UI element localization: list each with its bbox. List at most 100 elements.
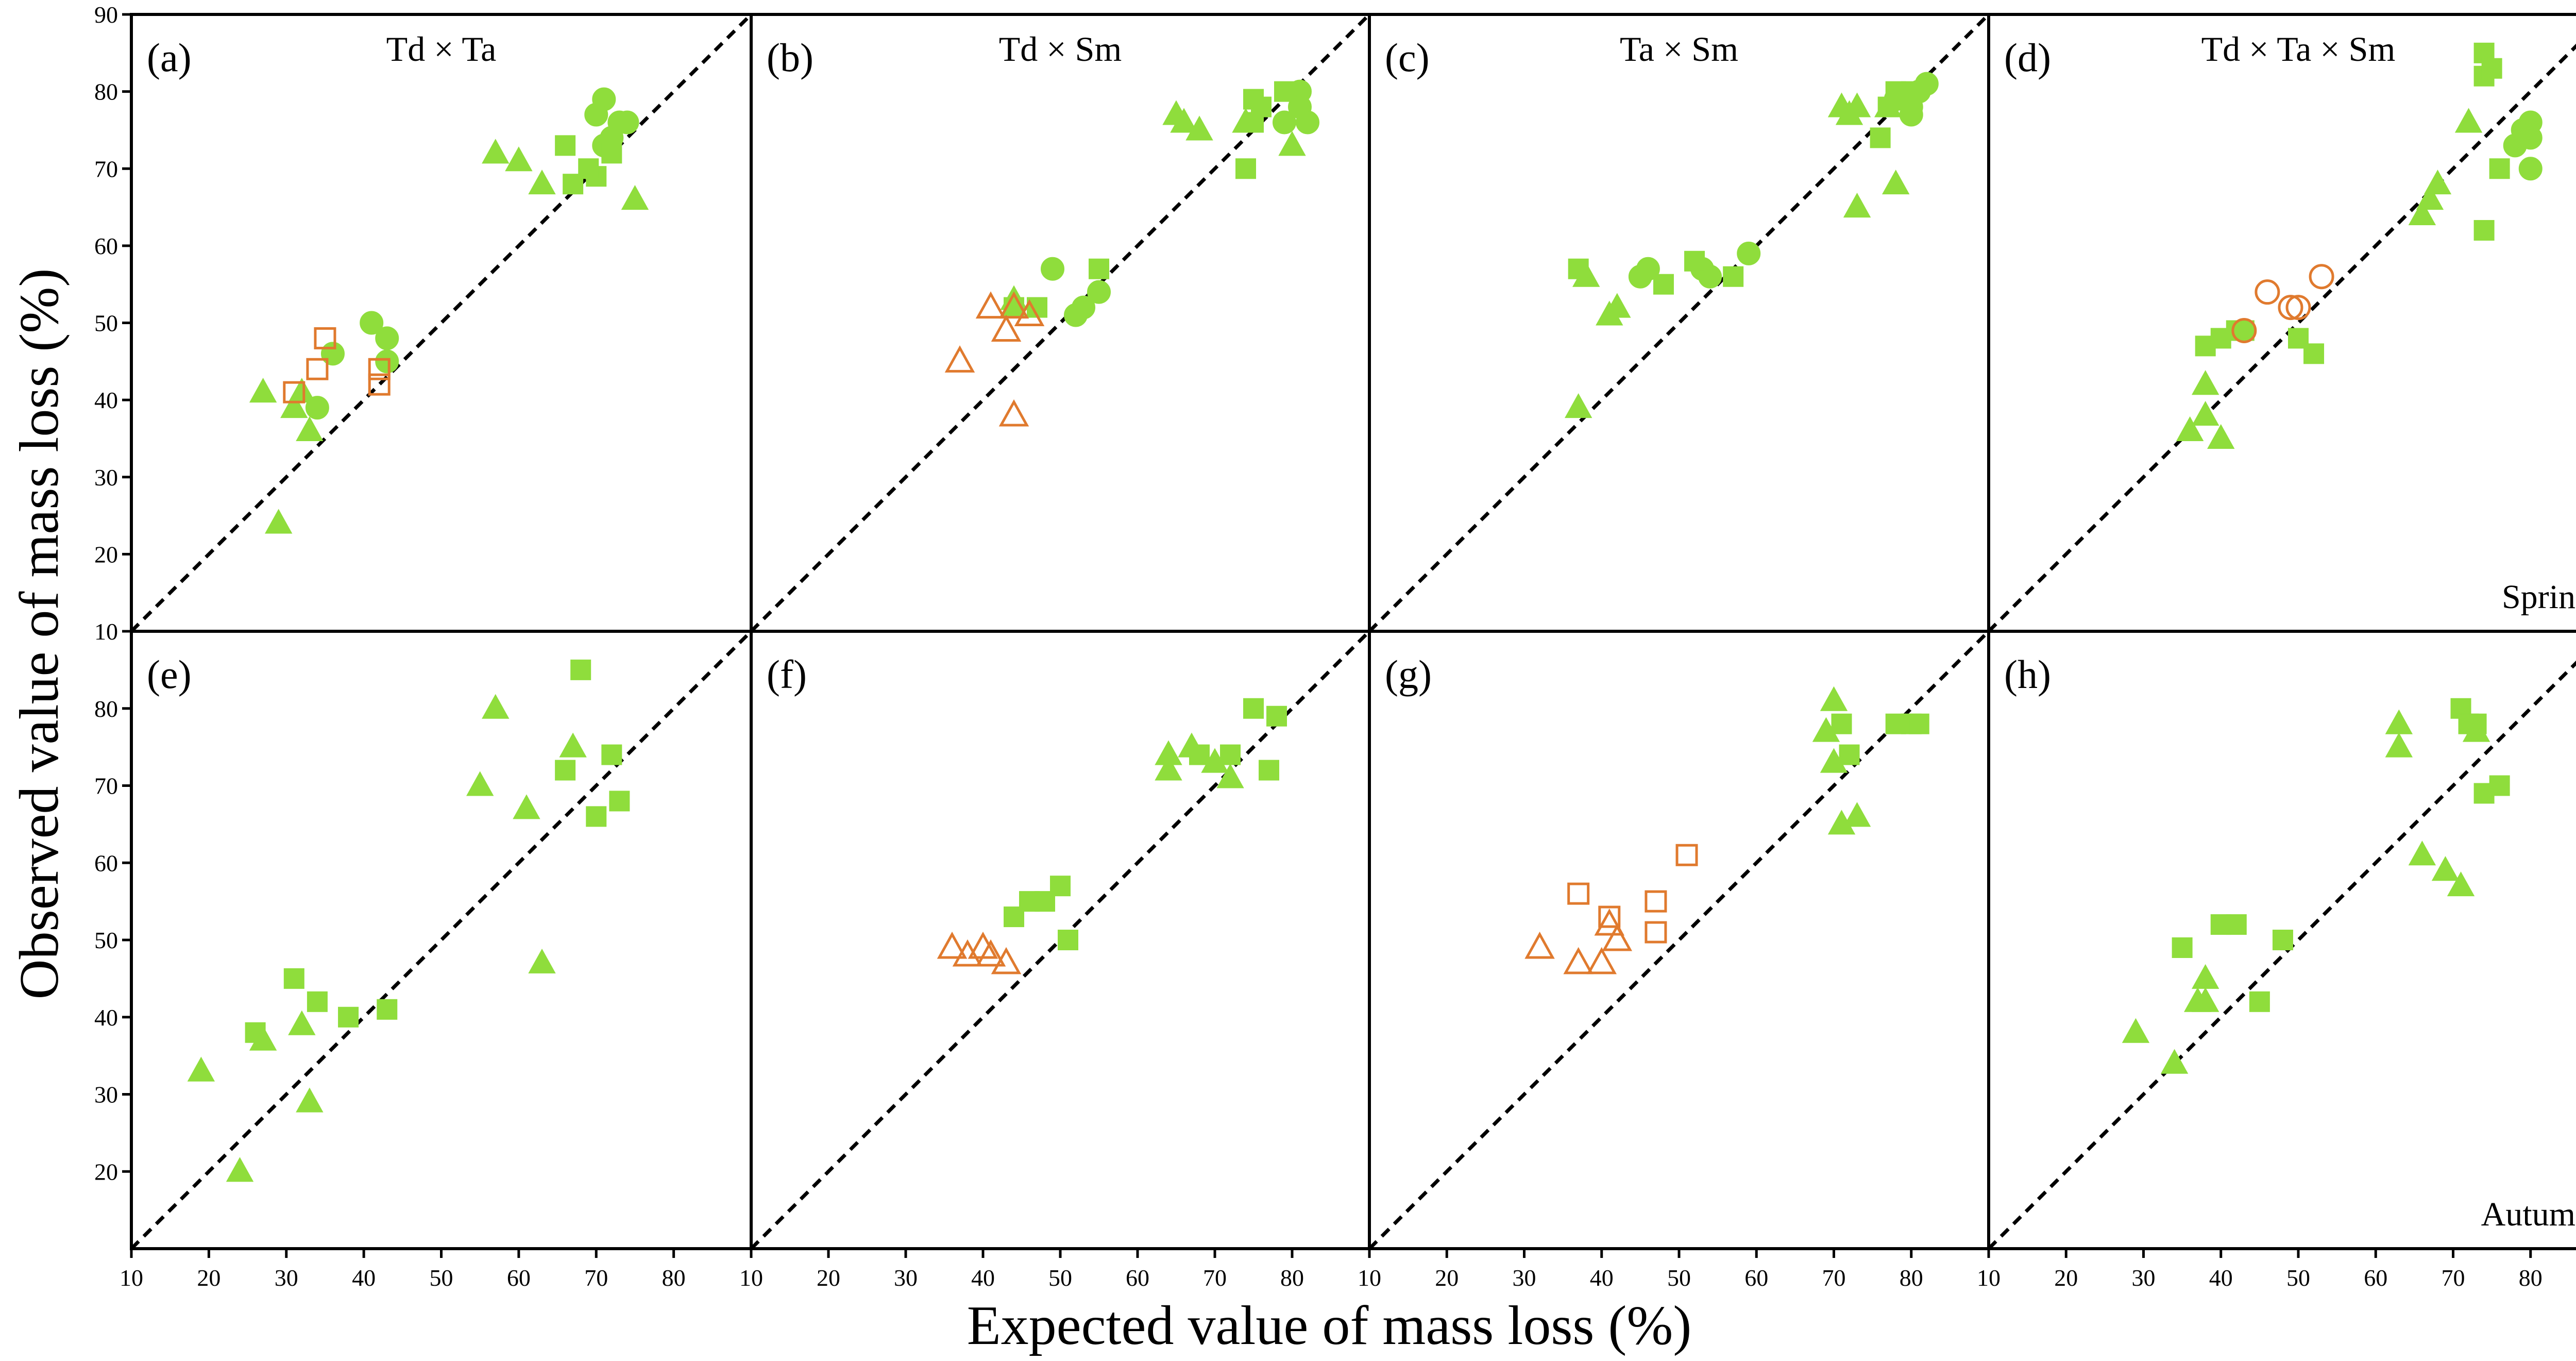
filled-triangle-point: [1820, 748, 1848, 773]
filled-square-point: [1058, 930, 1078, 950]
filled-square-point: [2172, 937, 2193, 958]
filled-square-point: [1684, 250, 1705, 272]
filled-triangle-point: [2424, 170, 2452, 195]
x-tick-label: 50: [1667, 1265, 1691, 1291]
reference-line-1to1: [750, 630, 1371, 1250]
filled-triangle-point: [1572, 262, 1600, 287]
filled-circle-point: [1296, 110, 1319, 135]
x-tick-label: 70: [2442, 1265, 2465, 1291]
filled-triangle-point: [1603, 293, 1631, 318]
filled-triangle-point: [2192, 370, 2219, 395]
open-square-point: [1645, 921, 1667, 944]
filled-triangle-point: [1843, 92, 1871, 117]
panel-title: Ta × Sm: [1620, 29, 1738, 69]
filled-square-point: [1220, 744, 1241, 765]
open-square-point: [368, 373, 391, 396]
filled-square-point: [2226, 914, 2247, 935]
filled-triangle-point: [2447, 871, 2475, 897]
open-square-point: [368, 358, 391, 380]
filled-triangle-point: [1185, 115, 1213, 141]
filled-circle-point: [2518, 157, 2543, 181]
y-tick-label: 60: [94, 233, 118, 259]
filled-square-point: [2489, 158, 2510, 179]
filled-triangle-point: [2385, 709, 2413, 734]
filled-triangle-point: [1201, 748, 1229, 773]
open-triangle-point: [1563, 947, 1594, 974]
open-triangle-point: [991, 314, 1022, 342]
panel-label: (a): [147, 35, 192, 80]
filled-square-point: [1653, 274, 1674, 295]
filled-square-point: [2249, 991, 2270, 1012]
y-tick-label: 70: [94, 156, 118, 182]
panel-label: (d): [2004, 35, 2051, 80]
y-tick-label: 50: [94, 927, 118, 953]
filled-triangle-point: [466, 771, 494, 796]
filled-triangle-point: [1155, 755, 1182, 781]
y-tick-label: 40: [94, 1004, 118, 1031]
x-tick-label: 70: [1203, 1265, 1227, 1291]
filled-square-point: [1027, 297, 1047, 318]
y-tick-label: 30: [94, 1082, 118, 1108]
filled-triangle-point: [2192, 400, 2219, 426]
filled-circle-point: [1087, 280, 1111, 304]
panel-title: Td × Sm: [999, 29, 1122, 69]
open-square-point: [1567, 882, 1590, 905]
open-circle-point: [2309, 264, 2334, 290]
x-tick-label: 20: [817, 1265, 840, 1291]
filled-square-point: [2303, 343, 2325, 364]
filled-triangle-point: [482, 694, 510, 719]
filled-square-point: [609, 791, 630, 812]
filled-square-point: [601, 744, 622, 765]
open-triangle-point: [975, 939, 1006, 967]
filled-square-point: [2272, 930, 2293, 950]
filled-circle-point: [2518, 126, 2543, 150]
panel-c: (c) Ta × Sm: [1368, 13, 1990, 633]
filled-circle-point: [584, 103, 608, 127]
x-tick-label: 80: [2519, 1265, 2543, 1291]
filled-square-point: [1870, 127, 1891, 148]
filled-triangle-point: [1820, 686, 1848, 711]
open-triangle-point: [1594, 908, 1625, 936]
filled-triangle-point: [288, 1010, 316, 1035]
x-tick-label: 50: [1048, 1265, 1072, 1291]
filled-triangle-point: [2207, 424, 2235, 449]
filled-circle-point: [1737, 241, 1761, 265]
panel-label: (b): [767, 35, 814, 80]
filled-triangle-point: [2416, 185, 2444, 210]
filled-square-point: [1243, 89, 1264, 110]
open-circle-point: [2285, 295, 2311, 321]
x-tick-label: 40: [352, 1265, 376, 1291]
filled-triangle-point: [505, 146, 533, 172]
filled-square-point: [1908, 713, 1929, 734]
x-tick-label: 30: [275, 1265, 298, 1291]
x-axis-title: Expected value of mass loss (%): [967, 1295, 1692, 1356]
panel-label: (e): [147, 652, 192, 697]
filled-triangle-point: [1843, 193, 1871, 218]
open-triangle-point: [1014, 299, 1045, 327]
filled-triangle-point: [1882, 170, 1910, 195]
filled-square-point: [1266, 705, 1287, 727]
y-tick-label: 90: [94, 2, 118, 28]
x-tick-label: 60: [2364, 1265, 2387, 1291]
x-tick-label: 30: [2132, 1265, 2156, 1291]
filled-square-point: [1243, 698, 1264, 719]
reference-line-1to1: [130, 13, 753, 633]
filled-triangle-point: [2176, 416, 2204, 441]
filled-triangle-point: [265, 509, 293, 534]
filled-circle-point: [1072, 295, 1095, 320]
open-triangle-point: [937, 931, 968, 959]
x-tick-label: 20: [2054, 1265, 2078, 1291]
x-tick-label: 50: [430, 1265, 453, 1291]
open-square-point: [1675, 844, 1698, 866]
filled-triangle-point: [1170, 108, 1198, 133]
y-axis-title: Observed value of mass loss (%): [9, 268, 70, 1000]
filled-triangle-point: [1874, 92, 1902, 117]
x-tick-label: 10: [1358, 1265, 1381, 1291]
filled-circle-point: [1899, 103, 1923, 127]
x-tick-label: 40: [1590, 1265, 1614, 1291]
filled-square-point: [1901, 81, 1922, 102]
open-circle-point: [2255, 279, 2280, 305]
panel-label: (h): [2004, 652, 2051, 697]
filled-square-point: [1839, 744, 1860, 765]
